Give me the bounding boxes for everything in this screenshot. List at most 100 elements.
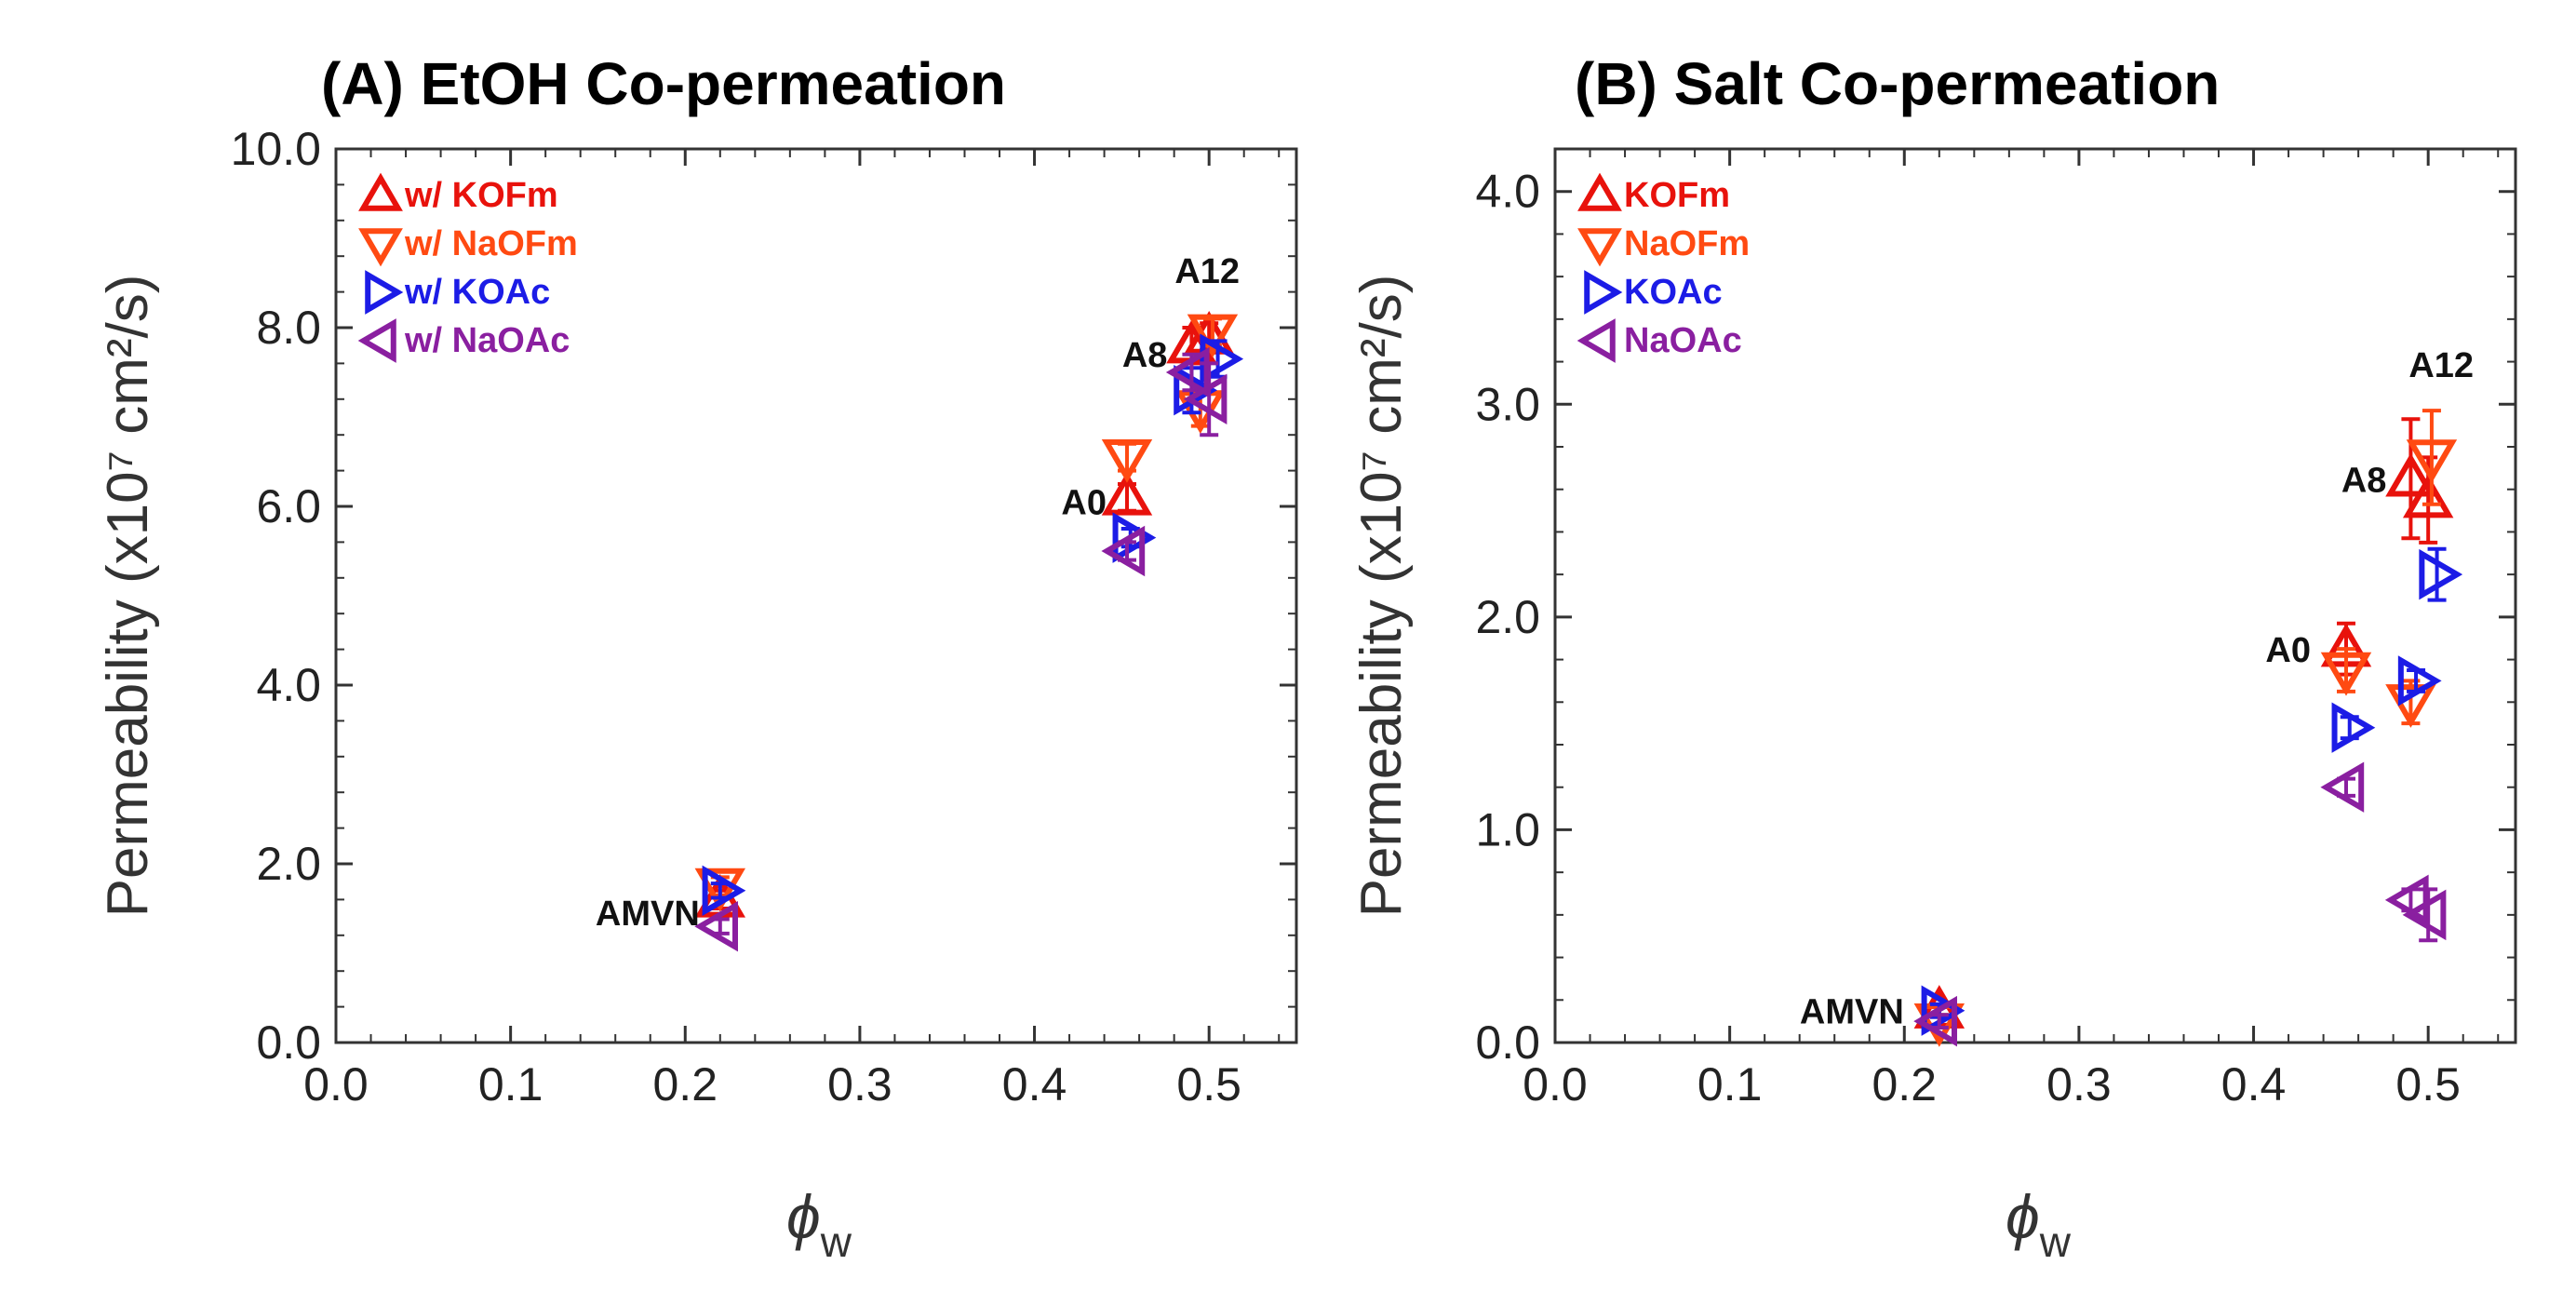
y-tick-label: 0.0 <box>256 1016 321 1069</box>
x-tick-label: 0.5 <box>2395 1058 2461 1110</box>
data-point-marker <box>2384 874 2429 926</box>
data-point-marker <box>1183 373 1228 425</box>
panel-a-plot-frame <box>334 147 1298 1044</box>
data-point-marker <box>1101 439 1153 483</box>
data-point-marker <box>2320 652 2372 696</box>
legend-marker <box>1577 172 1622 211</box>
data-point-marker <box>1112 512 1157 563</box>
x-tick-label: 0.3 <box>827 1058 892 1110</box>
y-tick-label: 2.0 <box>1475 591 1540 643</box>
data-point-marker <box>694 868 746 912</box>
x-tick-label: 0.1 <box>1697 1058 1763 1110</box>
data-point-marker <box>1200 333 1244 384</box>
panel-a-tick-labels: 0.0 0.1 0.2 0.3 0.4 0.5 0.0 2.0 4.0 6.0 8.0 10.0 <box>231 123 1241 1110</box>
panel-b-tick-marks <box>1553 149 2516 1044</box>
legend-label: NaOAc <box>1624 321 1742 360</box>
data-point-marker <box>1913 995 1957 1047</box>
panel-b-plot-frame <box>1553 147 2517 1044</box>
y-tick-label: 6.0 <box>256 480 321 532</box>
panel-a-x-axis-symbol: ϕ <box>786 1182 821 1251</box>
panel-b-data-points <box>1913 409 2463 1047</box>
x-tick-label: 0.0 <box>303 1058 369 1110</box>
annotation-label: AMVN <box>596 895 700 934</box>
y-tick-label: 8.0 <box>256 302 321 354</box>
data-point-marker <box>2385 452 2436 497</box>
panel-a-etoh-copermeation: (A) EtOH Co-permeation 0.0 0.1 0.2 0.3 0.4 0.… <box>96 50 1298 1266</box>
legend-marker <box>357 318 396 363</box>
series-wkofm <box>694 311 1235 918</box>
data-point-marker <box>1921 985 1966 1036</box>
x-tick-label: 0.4 <box>1002 1058 1067 1110</box>
panel-a-annotations: AMVN A0 A8 A12 <box>596 252 1240 934</box>
y-tick-label: 4.0 <box>1475 166 1540 218</box>
annotation-label: A12 <box>2408 346 2474 385</box>
legend-label: KOFm <box>1624 176 1730 215</box>
y-tick-label: 1.0 <box>1475 803 1540 855</box>
annotation-label: A8 <box>1122 336 1168 375</box>
series-wkoac <box>702 333 1244 917</box>
panel-a-legend: w/ KOFm w/ NaOFm w/ KOAc w/ NaOAc <box>357 172 578 363</box>
y-tick-label: 0.0 <box>1475 1016 1540 1069</box>
legend-marker <box>1584 270 1623 315</box>
annotation-label: A12 <box>1174 252 1240 291</box>
panel-a-tick-marks <box>334 147 1296 1044</box>
series-wnaoac <box>694 346 1228 952</box>
x-tick-label: 0.0 <box>1523 1058 1588 1110</box>
data-point-marker <box>2331 702 2376 753</box>
panel-a-title: (A) EtOH Co-permeation <box>321 50 1006 117</box>
series-naoac <box>1913 761 2447 1047</box>
panel-a-y-axis-label: Permeability (x10⁷ cm²/s) <box>96 275 160 918</box>
x-tick-label: 0.5 <box>1176 1058 1241 1110</box>
x-tick-label: 0.3 <box>2046 1058 2112 1110</box>
data-point-marker <box>1187 314 1239 358</box>
legend-label: w/ NaOAc <box>404 321 570 360</box>
panel-a-x-axis-label: ϕw <box>786 1182 852 1266</box>
y-tick-label: 3.0 <box>1475 378 1540 430</box>
data-point-marker <box>2402 889 2447 941</box>
x-tick-label: 0.2 <box>1872 1058 1938 1110</box>
panel-a-y-axis-label-text: Permeability (x10⁷ cm²/s) <box>96 275 160 918</box>
data-point-marker <box>2406 439 2458 483</box>
annotation-label: A8 <box>2341 461 2387 500</box>
panel-b-y-axis-label: Permeability (x10⁷ cm²/s) <box>1349 275 1414 918</box>
x-tick-label: 0.2 <box>653 1058 718 1110</box>
annotation-label: AMVN <box>1800 993 1904 1032</box>
data-point-marker <box>2402 474 2454 518</box>
data-point-marker <box>694 900 738 952</box>
panel-b-x-axis-subscript: w <box>2039 1218 2072 1266</box>
data-point-marker <box>2320 761 2365 813</box>
panel-b-salt-copermeation: (B) Salt Co-permeation 0.0 0.1 0.2 0.3 0.4 0.… <box>1349 50 2517 1266</box>
data-point-marker <box>1101 471 1153 516</box>
data-point-marker <box>1101 525 1146 577</box>
data-point-marker <box>702 865 746 917</box>
panel-b-x-axis-symbol: ϕ <box>2006 1182 2040 1251</box>
legend-marker <box>1577 228 1622 267</box>
series-wnaofm <box>694 314 1239 912</box>
legend-marker <box>365 270 404 315</box>
data-point-marker <box>2397 655 2442 707</box>
data-point-marker <box>1165 346 1210 398</box>
annotation-label: A0 <box>2265 631 2311 670</box>
legend-label: w/ KOAc <box>404 273 550 312</box>
panel-a-data-points <box>694 311 1244 952</box>
y-tick-label: 10.0 <box>231 123 321 175</box>
legend-marker <box>1576 318 1616 363</box>
legend-label: NaOFm <box>1624 224 1750 263</box>
annotation-label: A0 <box>1061 483 1107 522</box>
panel-a-x-axis-subscript: w <box>820 1218 852 1266</box>
legend-label: w/ NaOFm <box>404 224 578 263</box>
data-point-marker <box>2419 548 2463 600</box>
y-tick-label: 4.0 <box>256 659 321 711</box>
legend-marker <box>358 228 403 267</box>
panel-b-tick-labels: 0.0 0.1 0.2 0.3 0.4 0.5 0.0 1.0 2.0 3.0 4.0 <box>1475 166 2460 1110</box>
legend-label: KOAc <box>1624 273 1723 312</box>
legend-label: w/ KOFm <box>404 176 558 215</box>
series-kofm <box>1913 417 2454 1029</box>
series-koac <box>1921 546 2463 1036</box>
panel-b-annotations: AMVN A0 A8 A12 <box>1800 346 2474 1032</box>
panel-b-y-axis-label-text: Permeability (x10⁷ cm²/s) <box>1349 275 1414 918</box>
panel-b-legend: KOFm NaOFm KOAc NaOAc <box>1576 172 1750 363</box>
y-tick-label: 2.0 <box>256 838 321 890</box>
legend-marker <box>358 172 403 211</box>
